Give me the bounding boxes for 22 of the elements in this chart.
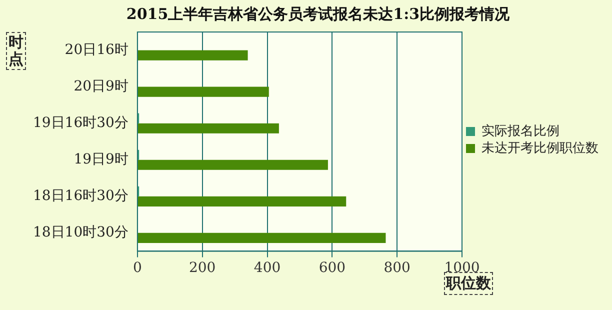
chart-title: 2015上半年吉林省公务员考试报名未达1:3比例报考情况 <box>126 4 511 23</box>
y-tick-label: 19日9时 <box>74 152 128 168</box>
x-axis-title: 职位数 <box>444 272 493 295</box>
bar <box>138 196 346 206</box>
bar <box>138 232 386 243</box>
x-tick-label: 200 <box>188 260 216 276</box>
y-tick-label: 20日9时 <box>74 78 128 94</box>
y-tick-label: 18日10时30分 <box>32 224 128 241</box>
bar <box>138 86 269 97</box>
x-tick-label: 600 <box>318 260 346 276</box>
x-tick-label: 800 <box>384 260 410 276</box>
y-tick-label: 19日16时30分 <box>32 114 128 131</box>
x-tick-label: 0 <box>132 260 142 276</box>
y-tick-label: 20日16时 <box>64 42 128 58</box>
y-axis-title: 时点 <box>8 33 24 68</box>
bar <box>138 123 279 134</box>
legend-label: 实际报名比例 <box>482 124 560 139</box>
y-tick-label: 18日16时30分 <box>32 188 128 204</box>
bar <box>138 50 248 60</box>
bar <box>138 160 328 170</box>
x-tick-label: 400 <box>254 260 281 276</box>
legend-label: 未达开考比例职位数 <box>482 140 598 156</box>
